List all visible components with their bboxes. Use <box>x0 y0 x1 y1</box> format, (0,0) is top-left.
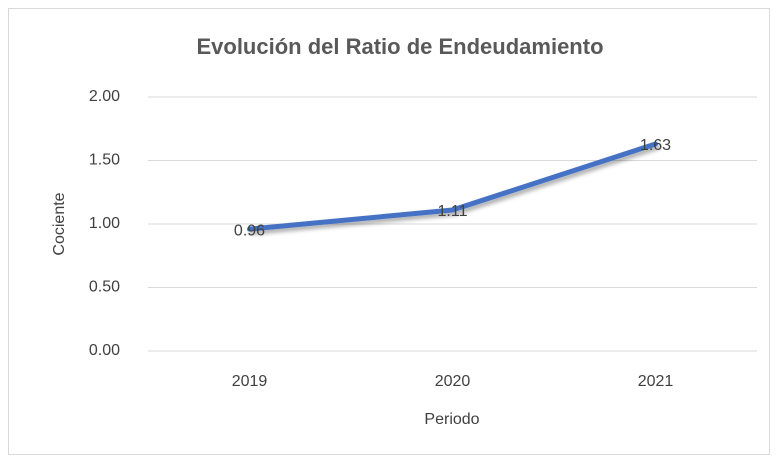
data-label: 1.63 <box>640 137 671 154</box>
chart-border <box>8 8 770 455</box>
y-tick-label: 2.00 <box>89 88 120 105</box>
data-line <box>247 141 658 232</box>
y-tick-label: 1.50 <box>89 152 120 169</box>
x-tick-label: 2019 <box>232 373 268 390</box>
x-axis-label: Periodo <box>424 411 479 428</box>
x-tick-label: 2021 <box>638 373 674 390</box>
y-tick-label: 1.00 <box>89 215 120 232</box>
chart-title: Evolución del Ratio de Endeudamiento <box>196 34 603 59</box>
x-tick-label: 2020 <box>435 373 471 390</box>
y-tick-label: 0.00 <box>89 342 120 359</box>
y-axis-label: Cociente <box>51 192 68 255</box>
data-label: 0.96 <box>234 222 265 239</box>
y-tick-label: 0.50 <box>89 279 120 296</box>
data-label: 1.11 <box>438 203 468 220</box>
